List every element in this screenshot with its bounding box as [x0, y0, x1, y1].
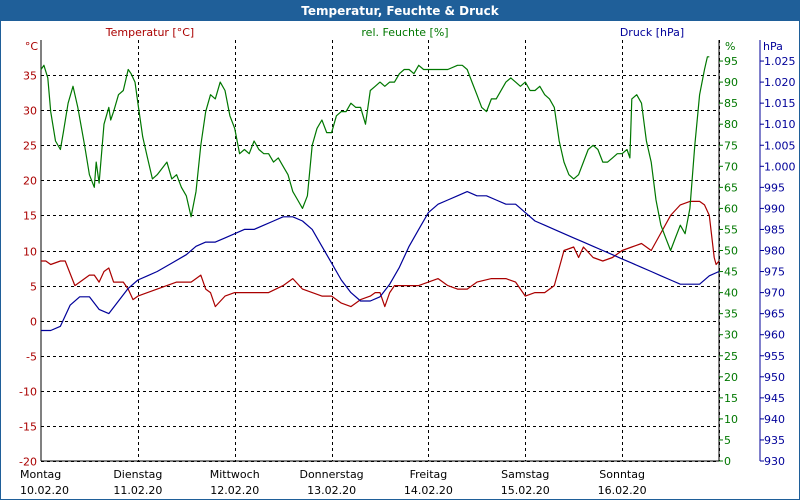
chart-title: Temperatur, Feuchte & Druck [1, 1, 799, 21]
temperature-tick-label: 30 [23, 105, 37, 118]
temperature-tick-label: 15 [23, 210, 37, 223]
humidity-tick-label: 85 [724, 97, 738, 110]
pressure-tick-label: 985 [764, 223, 785, 236]
temperature-tick-label: 5 [30, 281, 37, 294]
temperature-tick-label: 25 [23, 140, 37, 153]
temperature-tick-label: 10 [23, 246, 37, 259]
x-date-label: 12.02.20 [210, 484, 259, 497]
humidity-tick-label: 45 [724, 266, 738, 279]
humidity-axis-title: rel. Feuchte [%] [361, 26, 448, 39]
humidity-tick-label: 90 [724, 76, 738, 89]
pressure-tick-label: 930 [764, 455, 785, 468]
temperature-tick-label: -10 [19, 386, 37, 399]
pressure-tick-label: 970 [764, 287, 785, 300]
humidity-tick-label: 75 [724, 139, 738, 152]
pressure-tick-label: 945 [764, 392, 785, 405]
humidity-tick-label: 65 [724, 181, 738, 194]
pressure-tick-label: 940 [764, 413, 785, 426]
humidity-tick-label: 25 [724, 350, 738, 363]
humidity-tick-label: 35 [724, 308, 738, 321]
x-date-label: 13.02.20 [307, 484, 356, 497]
pressure-tick-label: 1.010 [764, 118, 796, 131]
pressure-tick-label: 975 [764, 266, 785, 279]
pressure-tick-label: 955 [764, 350, 785, 363]
pressure-tick-label: 950 [764, 371, 785, 384]
x-day-label: Mittwoch [210, 468, 260, 481]
pressure-unit: hPa [763, 40, 783, 53]
humidity-tick-label: 40 [724, 287, 738, 300]
humidity-tick-label: 10 [724, 413, 738, 426]
humidity-tick-label: 70 [724, 160, 738, 173]
humidity-tick-label: 95 [724, 55, 738, 68]
pressure-tick-label: 1.005 [764, 139, 796, 152]
x-day-label: Donnerstag [299, 468, 363, 481]
pressure-tick-label: 990 [764, 202, 785, 215]
x-date-label: 11.02.20 [113, 484, 162, 497]
humidity-tick-label: 80 [724, 118, 738, 131]
temperature-unit: °C [25, 40, 39, 53]
humidity-unit: % [725, 40, 735, 53]
pressure-tick-label: 995 [764, 181, 785, 194]
temperature-tick-label: -5 [26, 351, 37, 364]
humidity-tick-label: 20 [724, 371, 738, 384]
humidity-tick-label: 15 [724, 392, 738, 405]
temperature-line [41, 200, 720, 308]
x-day-label: Freitag [410, 468, 448, 481]
x-date-label: 16.02.20 [598, 484, 647, 497]
x-day-label: Dienstag [113, 468, 162, 481]
pressure-tick-label: 1.000 [764, 160, 796, 173]
temperature-tick-label: -20 [19, 456, 37, 469]
pressure-tick-label: 1.025 [764, 55, 796, 68]
x-day-label: Samstag [501, 468, 549, 481]
x-day-label: Sonntag [599, 468, 645, 481]
x-date-label: 10.02.20 [20, 484, 69, 497]
x-date-label: 15.02.20 [501, 484, 550, 497]
humidity-tick-label: 50 [724, 245, 738, 258]
humidity-line [40, 56, 710, 252]
temperature-tick-label: 0 [30, 316, 37, 329]
humidity-tick-label: 0 [724, 455, 731, 468]
pressure-tick-label: 935 [764, 434, 785, 447]
x-date-label: 14.02.20 [404, 484, 453, 497]
pressure-tick-label: 980 [764, 245, 785, 258]
temperature-tick-label: 35 [23, 70, 37, 83]
humidity-tick-label: 5 [724, 434, 731, 447]
pressure-line [41, 191, 720, 332]
x-day-label: Montag [20, 468, 61, 481]
temperature-tick-label: -15 [19, 421, 37, 434]
pressure-tick-label: 1.020 [764, 76, 796, 89]
humidity-tick-label: 30 [724, 329, 738, 342]
pressure-tick-label: 960 [764, 329, 785, 342]
pressure-tick-label: 1.015 [764, 97, 796, 110]
pressure-axis-title: Druck [hPa] [620, 26, 684, 39]
temperature-axis-title: Temperatur [°C] [105, 26, 194, 39]
pressure-tick-label: 965 [764, 308, 785, 321]
humidity-tick-label: 55 [724, 223, 738, 236]
temperature-tick-label: 20 [23, 175, 37, 188]
humidity-tick-label: 60 [724, 202, 738, 215]
